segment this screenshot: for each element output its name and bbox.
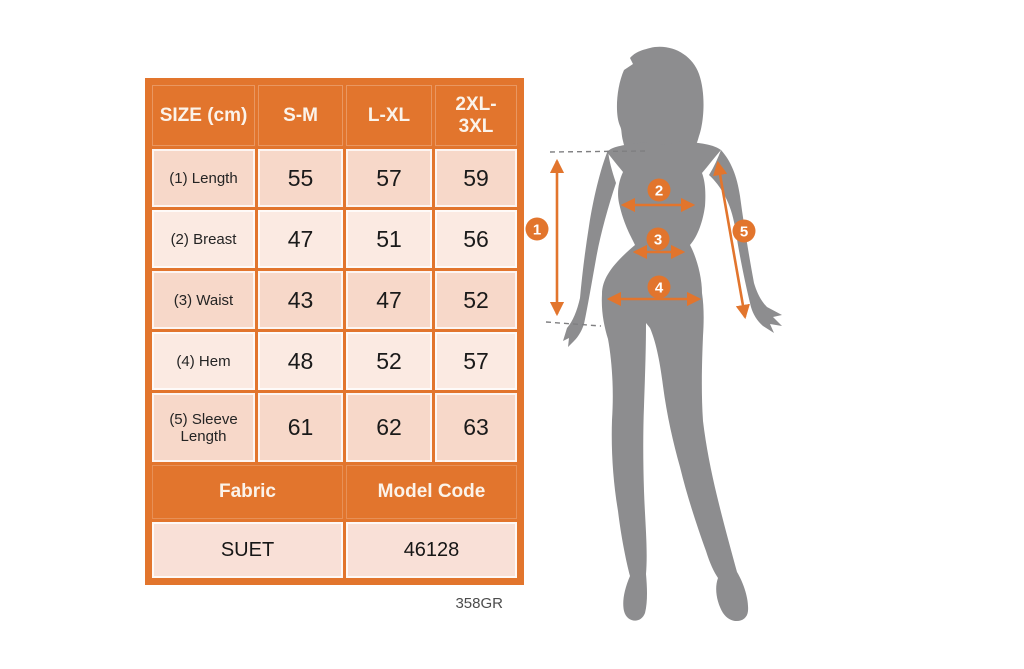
cell-value: 43 xyxy=(255,268,346,332)
size-table-block: SIZE (cm) S-M L-XL 2XL-3XL (1) Length 55… xyxy=(145,78,524,612)
sleeve-arrow xyxy=(713,160,750,320)
cell-value: 59 xyxy=(432,146,520,210)
table-row-sleeve-length: (5) Sleeve Length 61 62 63 xyxy=(149,390,520,465)
row-label: (2) Breast xyxy=(149,207,258,271)
row-label: (4) Hem xyxy=(149,329,258,393)
row-label: (5) Sleeve Length xyxy=(149,390,258,465)
marker-1: 1 xyxy=(525,217,549,241)
fabric-label: Fabric xyxy=(149,462,346,522)
table-row-breast: (2) Breast 47 51 56 xyxy=(149,207,520,271)
cell-value: 61 xyxy=(255,390,346,465)
cell-value: 62 xyxy=(343,390,435,465)
cell-value: 55 xyxy=(255,146,346,210)
cell-value: 47 xyxy=(343,268,435,332)
marker-2: 2 xyxy=(647,178,671,202)
cell-value: 63 xyxy=(432,390,520,465)
marker-2-number: 2 xyxy=(655,183,663,200)
measurement-figure: 1 2 3 4 5 xyxy=(525,46,782,622)
row-label: (3) Waist xyxy=(149,268,258,332)
marker-1-number: 1 xyxy=(533,222,541,239)
cell-value: 47 xyxy=(255,207,346,271)
marker-3: 3 xyxy=(646,227,670,251)
model-code-label: Model Code xyxy=(343,462,520,522)
cell-value: 56 xyxy=(432,207,520,271)
marker-5: 5 xyxy=(732,219,756,243)
body-silhouette-icon xyxy=(563,46,782,622)
column-header-sm: S-M xyxy=(255,82,346,149)
marker-5-number: 5 xyxy=(740,224,748,241)
fabric-header-row: Fabric Model Code xyxy=(149,462,520,522)
marker-4-number: 4 xyxy=(655,280,664,297)
fabric-value-row: SUET 46128 xyxy=(149,519,520,581)
column-header-size: SIZE (cm) xyxy=(149,82,258,149)
cell-value: 57 xyxy=(343,146,435,210)
style-code-note: 358GR xyxy=(455,595,503,612)
column-header-2xl3xl: 2XL-3XL xyxy=(432,82,520,149)
cell-value: 51 xyxy=(343,207,435,271)
table-row-length: (1) Length 55 57 59 xyxy=(149,146,520,210)
size-table: SIZE (cm) S-M L-XL 2XL-3XL (1) Length 55… xyxy=(145,78,524,585)
silhouette-torso-legs xyxy=(601,141,749,622)
silhouette-hair xyxy=(616,46,704,171)
silhouette-left-arm xyxy=(563,150,616,347)
measurement-annotations: 1 2 3 4 5 xyxy=(525,150,756,327)
cell-value: 52 xyxy=(432,268,520,332)
cell-value: 48 xyxy=(255,329,346,393)
column-header-lxl: L-XL xyxy=(343,82,435,149)
table-row-hem: (4) Hem 48 52 57 xyxy=(149,329,520,393)
table-row-waist: (3) Waist 43 47 52 xyxy=(149,268,520,332)
row-label: (1) Length xyxy=(149,146,258,210)
dashed-guide-top xyxy=(549,150,647,153)
dashed-guide-bottom xyxy=(545,321,602,327)
cell-value: 52 xyxy=(343,329,435,393)
marker-4: 4 xyxy=(647,275,671,299)
model-code-value: 46128 xyxy=(343,519,520,581)
marker-3-number: 3 xyxy=(654,232,662,249)
cell-value: 57 xyxy=(432,329,520,393)
fabric-value: SUET xyxy=(149,519,346,581)
